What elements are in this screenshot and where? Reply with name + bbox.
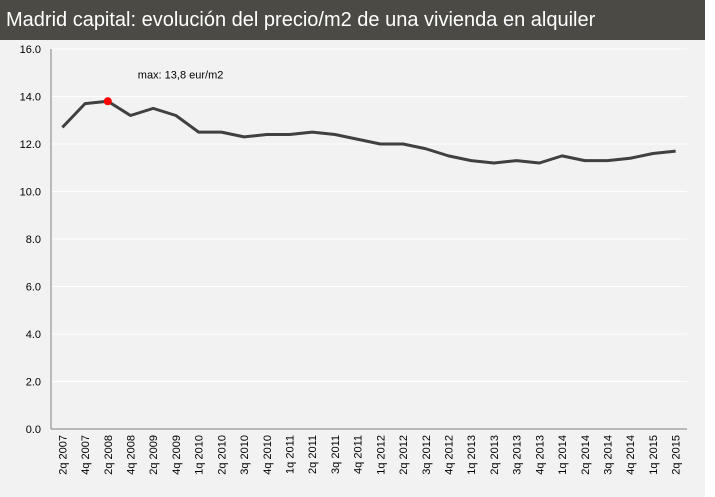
x-tick-label: 2q 2010 <box>216 435 228 475</box>
max-marker <box>103 97 112 106</box>
x-tick-label: 4q 2014 <box>625 435 637 475</box>
x-tick-label: 1q 2014 <box>557 435 569 475</box>
x-tick-label: 2q 2014 <box>580 435 592 475</box>
chart-title: Madrid capital: evolución del precio/m2 … <box>0 0 705 40</box>
y-tick-label: 10.0 <box>20 187 41 199</box>
x-tick-label: 4q 2012 <box>444 435 456 475</box>
x-tick-label: 1q 2010 <box>194 435 206 475</box>
x-tick-label: 4q 2009 <box>171 435 183 475</box>
x-tick-label: 3q 2013 <box>512 435 524 475</box>
x-tick-label: 2q 2011 <box>307 435 319 474</box>
y-tick-label: 12.0 <box>20 139 41 151</box>
x-tick-label: 1q 2011 <box>285 435 297 474</box>
x-tick-label: 1q 2015 <box>648 435 660 475</box>
x-tick-label: 3q 2011 <box>330 435 342 474</box>
x-tick-label: 4q 2010 <box>262 435 274 475</box>
y-tick-label: 2.0 <box>26 377 41 389</box>
line-chart: 0.0 2.0 4.0 6.0 8.0 10.0 12.0 14.0 16.0 2q 2007 4q… <box>20 44 687 475</box>
y-tick-label: 4.0 <box>26 329 41 341</box>
x-tick-label: 1q 2013 <box>466 435 478 475</box>
y-tick-label: 0.0 <box>26 424 41 436</box>
y-tick-label: 6.0 <box>26 282 41 294</box>
x-tick-label: 2q 2007 <box>57 435 69 475</box>
x-tick-label: 3q 2014 <box>603 435 615 475</box>
y-tick-label: 8.0 <box>26 234 41 246</box>
y-tick-label: 16.0 <box>20 44 41 56</box>
y-tick-label: 14.0 <box>20 92 41 104</box>
x-tick-label: 2q 2013 <box>489 435 501 475</box>
x-tick-label: 4q 2013 <box>534 435 546 475</box>
x-tick-label: 3q 2012 <box>421 435 433 475</box>
x-tick-label: 4q 2008 <box>126 435 138 475</box>
x-tick-label: 1q 2012 <box>375 435 387 475</box>
x-tick-label: 2q 2009 <box>148 435 160 475</box>
x-tick-label: 3q 2010 <box>239 435 251 475</box>
x-tick-label: 2q 2008 <box>103 435 115 475</box>
x-tick-label: 2q 2012 <box>398 435 410 475</box>
plot-area: 0.0 2.0 4.0 6.0 8.0 10.0 12.0 14.0 16.0 2q 2007 4q… <box>0 40 705 497</box>
max-annotation: max: 13,8 eur/m2 <box>138 69 224 81</box>
x-tick-label: 4q 2007 <box>80 435 92 475</box>
x-tick-label: 4q 2011 <box>353 435 365 474</box>
series-line <box>61 99 676 165</box>
x-tick-label: 2q 2015 <box>671 435 683 475</box>
